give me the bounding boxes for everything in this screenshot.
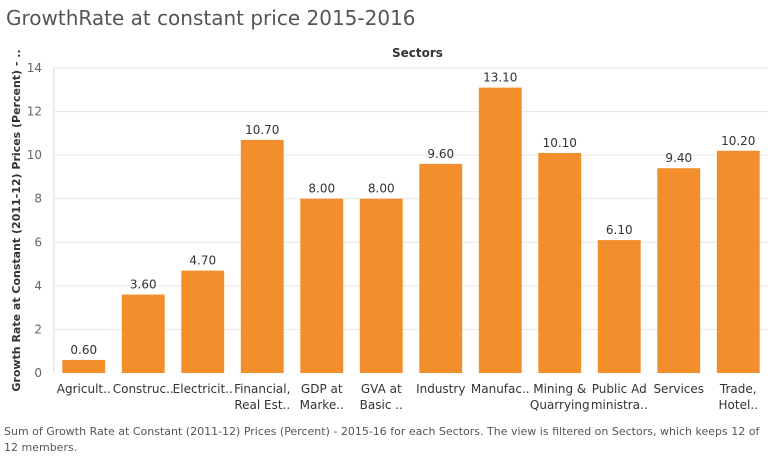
y-tick-label: 4 — [34, 279, 42, 293]
y-axis-label: Growth Rate at Constant (2011-12) Prices… — [10, 49, 23, 391]
bar — [121, 294, 165, 373]
x-tick-label: Real Est.. — [234, 398, 290, 412]
x-tick-label: Agricult.. — [57, 382, 111, 396]
data-label: 8.00 — [308, 182, 335, 196]
bar — [478, 87, 522, 373]
data-label: 9.60 — [427, 147, 454, 161]
x-tick-label: GVA at — [361, 382, 402, 396]
y-tick-label: 2 — [34, 322, 42, 336]
y-tick-label: 0 — [34, 366, 42, 380]
bar — [597, 240, 641, 373]
bar — [359, 198, 403, 373]
data-label: 0.60 — [70, 343, 97, 357]
bar — [240, 139, 284, 373]
y-tick-label: 10 — [27, 148, 42, 162]
x-tick-label: Mining & — [533, 382, 586, 396]
y-tick-label: 12 — [27, 105, 42, 119]
column-header-sectors: Sectors — [392, 46, 443, 60]
x-tick-label: Basic .. — [360, 398, 403, 412]
data-label: 6.10 — [606, 223, 633, 237]
data-label: 13.10 — [483, 71, 517, 85]
bar — [716, 150, 760, 373]
chart-title: GrowthRate at constant price 2015-2016 — [6, 6, 416, 30]
x-tick-label: Public Ad — [592, 382, 647, 396]
y-tick-label: 14 — [27, 61, 42, 75]
x-tick-label: GDP at — [301, 382, 343, 396]
x-tick-label: Quarrying — [530, 398, 590, 412]
bar — [300, 198, 344, 373]
data-label: 9.40 — [665, 151, 692, 165]
x-tick-label: Manufac.. — [471, 382, 530, 396]
y-tick-label: 8 — [34, 192, 42, 206]
chart-caption: Sum of Growth Rate at Constant (2011-12)… — [4, 425, 760, 454]
bar-chart: 0 2 4 6 8 10 12 14 Growth Rate at Constant (2011… — [10, 49, 768, 412]
x-tick-label: Construc.. — [113, 382, 174, 396]
x-tick-label: Trade, — [719, 382, 757, 396]
x-tick-label: Marke.. — [300, 398, 344, 412]
x-tick-label: Industry — [416, 382, 465, 396]
data-label: 3.60 — [130, 278, 157, 292]
x-tick-label: Services — [653, 382, 704, 396]
bar — [419, 163, 463, 373]
x-tick-label: ministra.. — [591, 398, 648, 412]
bar — [62, 359, 106, 373]
x-tick-label: Financial, — [234, 382, 290, 396]
bar — [657, 168, 701, 373]
bar — [181, 270, 225, 373]
data-label: 8.00 — [368, 182, 395, 196]
data-label: 10.70 — [245, 123, 279, 137]
data-label: 10.10 — [543, 136, 577, 150]
data-label: 4.70 — [189, 254, 216, 268]
data-label: 10.20 — [721, 134, 755, 148]
bar — [538, 152, 582, 373]
x-tick-label: Hotel.. — [719, 398, 758, 412]
x-tick-label: Electricit.. — [173, 382, 233, 396]
y-tick-label: 6 — [34, 235, 42, 249]
